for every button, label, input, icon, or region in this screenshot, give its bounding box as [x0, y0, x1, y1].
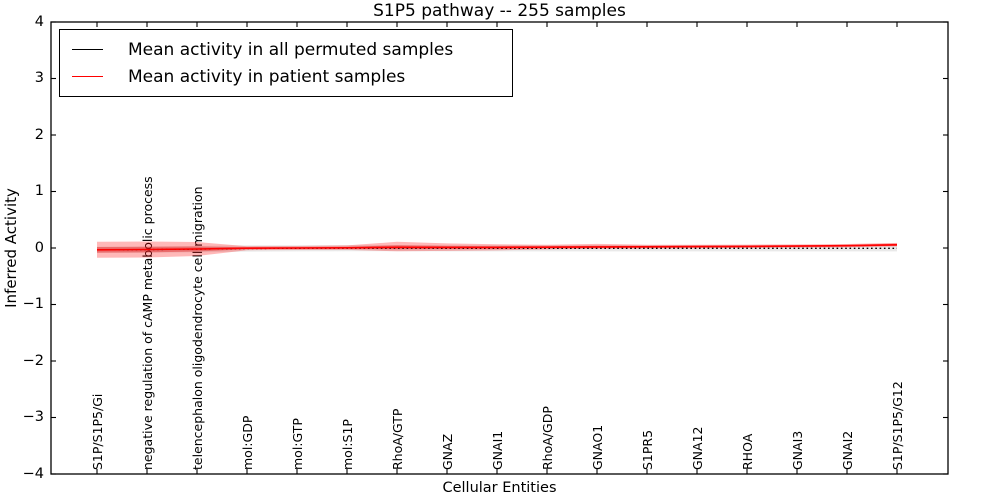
x-tick-label: GNAO1 [589, 424, 605, 470]
y-tick-label: 3 [34, 70, 44, 86]
x-axis-label: Cellular Entities [442, 480, 557, 496]
x-tick-label: RhoA/GTP [389, 408, 405, 470]
y-tick-label: −1 [22, 296, 44, 312]
x-tick-label: S1PR5 [639, 429, 655, 470]
legend-item-permuted: Mean activity in all permuted samples [60, 36, 512, 63]
x-tick-label: GNAI3 [789, 430, 805, 470]
x-tick-label: RhoA/GDP [539, 406, 555, 470]
band-patient-inner [97, 243, 897, 253]
patient-line-swatch [72, 76, 103, 77]
y-tick-label: −3 [22, 409, 44, 425]
chart-title: S1P5 pathway -- 255 samples [373, 1, 626, 21]
permuted-line-swatch [72, 49, 103, 50]
x-tick-label: telencephalon oligodendrocyte cell migra… [189, 186, 205, 470]
series-line-patient [96, 244, 898, 251]
y-tick-label: 1 [34, 183, 44, 199]
x-tick-label: GNAZ [439, 433, 455, 470]
x-tick-label: GNA12 [689, 426, 705, 471]
series-line-permuted [96, 247, 897, 251]
legend: Mean activity in all permuted samples Me… [59, 29, 513, 97]
x-tick-label: S1P/S1P5/Gi [89, 393, 105, 470]
x-tick-label: negative regulation of cAMP metabolic pr… [139, 176, 155, 470]
y-tick-label: 0 [34, 239, 44, 256]
x-tick-label: mol:GDP [239, 415, 255, 470]
band-patient-outer [97, 241, 897, 258]
y-tick-label: −4 [22, 465, 44, 482]
legend-item-patient: Mean activity in patient samples [60, 63, 512, 90]
x-tick-label: GNAI1 [489, 430, 505, 470]
legend-label: Mean activity in all permuted samples [128, 39, 454, 60]
x-tick-label: mol:GTP [289, 418, 305, 470]
x-tick-label: RHOA [739, 433, 755, 470]
x-tick-label: S1P/S1P5/G12 [889, 381, 905, 470]
x-tick-label: mol:S1P [339, 419, 355, 470]
y-tick-label: 4 [34, 13, 44, 30]
y-tick-label: −2 [22, 352, 44, 369]
x-tick-label: GNAI2 [839, 430, 855, 470]
y-tick-label: 2 [34, 126, 44, 143]
legend-label: Mean activity in patient samples [128, 66, 406, 87]
band-permuted-range [97, 245, 897, 253]
